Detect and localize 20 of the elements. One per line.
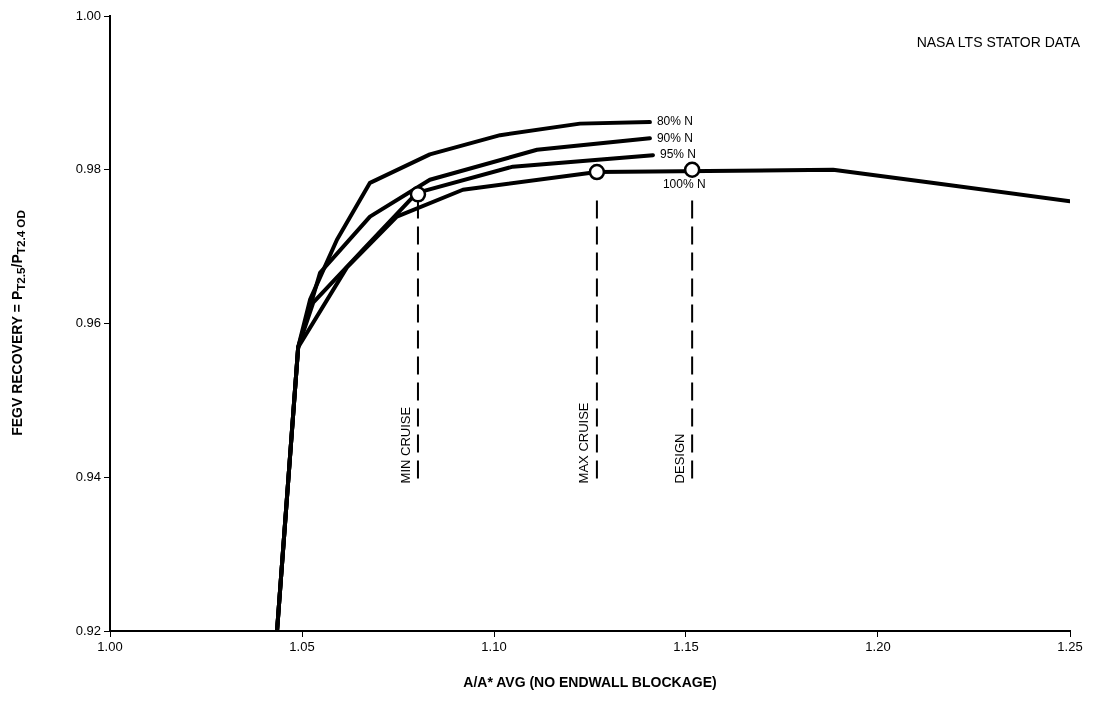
ref-line-label: MAX CRUISE <box>576 402 592 484</box>
x-tick-label: 1.10 <box>481 639 507 655</box>
series-label: 95% N <box>659 147 697 162</box>
y-tick-label: 0.98 <box>75 161 101 177</box>
y-tick-label: 1.00 <box>75 7 101 23</box>
x-tick-label: 1.20 <box>865 639 891 655</box>
x-tick-label: 1.00 <box>97 639 123 655</box>
x-tick-label: 1.05 <box>289 639 315 655</box>
y-tick-label: 0.94 <box>75 468 101 484</box>
series-label: 80% N <box>656 114 693 129</box>
x-tick-label: 1.15 <box>673 639 699 655</box>
y-tick-label: 0.92 <box>75 622 101 638</box>
series-label: 90% N <box>656 130 693 145</box>
y-tick-label: 0.96 <box>75 315 101 331</box>
x-tick-label: 1.25 <box>1057 639 1083 655</box>
ref-line-label: MIN CRUISE <box>397 406 413 484</box>
series-label: 100% N <box>662 176 706 191</box>
ref-line-label: DESIGN <box>671 433 687 484</box>
annotation: NASA LTS STATOR DATA <box>916 34 1080 50</box>
x-axis-title: A/A* AVG (NO ENDWALL BLOCKAGE) <box>462 674 718 690</box>
